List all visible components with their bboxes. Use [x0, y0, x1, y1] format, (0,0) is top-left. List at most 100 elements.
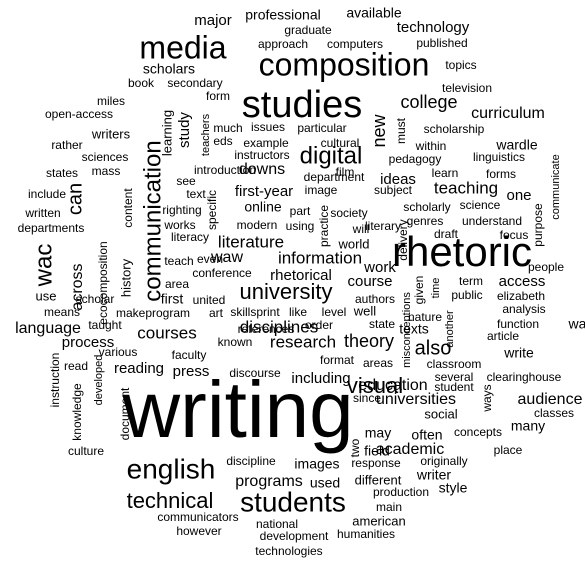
word-reading: reading: [114, 360, 164, 377]
word-another: another: [444, 310, 456, 348]
word-ideas: ideas: [380, 171, 416, 188]
word-different: different: [355, 472, 402, 487]
word-major: major: [194, 12, 232, 29]
word-teach: teach: [164, 254, 193, 268]
word-format: format: [320, 353, 355, 367]
word-theory: theory: [344, 331, 394, 351]
word-online: online: [244, 199, 282, 215]
word-pedagogy: pedagogy: [389, 152, 442, 166]
word-often: often: [411, 427, 442, 443]
word-references: references: [238, 322, 295, 336]
word-world: world: [337, 236, 369, 251]
word-can: can: [64, 183, 86, 215]
word-universities: universities: [376, 391, 456, 408]
word-specific: specific: [205, 190, 219, 230]
word-classroom: classroom: [427, 357, 482, 371]
word-main: main: [376, 500, 402, 514]
word-literacy: literacy: [171, 230, 209, 244]
word-graduate: graduate: [284, 23, 332, 37]
word-sciences: sciences: [82, 150, 129, 164]
word-however: however: [176, 524, 221, 538]
word-media: media: [139, 29, 226, 65]
word-access: access: [499, 273, 546, 290]
word-ways: ways: [480, 384, 494, 412]
word-see: see: [176, 174, 196, 188]
word-history: history: [118, 258, 133, 297]
word-may: may: [365, 425, 391, 441]
word-ecocomposition: ecocomposition: [96, 241, 110, 324]
word-well: well: [353, 303, 377, 318]
word-downs: downs: [239, 161, 285, 178]
word-areas: areas: [363, 356, 393, 370]
word-disciplines: disciplines: [240, 317, 318, 336]
word-one: one: [506, 187, 531, 204]
word-must: must: [394, 117, 408, 144]
word-education: education: [358, 377, 427, 394]
word-film: film: [336, 165, 355, 179]
word-draft: draft: [434, 227, 459, 241]
word-content: content: [121, 188, 135, 228]
word-authors: authors: [355, 292, 395, 306]
word-also: also: [415, 337, 452, 359]
word-public: public: [451, 288, 482, 302]
word-read: read: [64, 359, 88, 373]
word-language: language: [15, 320, 81, 337]
word-department: department: [304, 170, 365, 184]
word-mass: mass: [92, 164, 121, 178]
word-work: work: [363, 259, 396, 276]
word-many: many: [511, 418, 545, 434]
word-student: student: [434, 380, 474, 394]
word-practice: practice: [317, 205, 331, 247]
word-like: like: [289, 305, 307, 319]
word-rhetoric: rhetoric: [392, 228, 532, 275]
word-teachers: teachers: [200, 113, 212, 156]
word-humanities: humanities: [337, 527, 395, 541]
word-two: two: [348, 438, 362, 457]
word-analysis: analysis: [502, 302, 545, 316]
word-communicators: communicators: [157, 510, 238, 524]
word-even: even: [197, 252, 223, 266]
word-departments: departments: [18, 221, 85, 235]
word-literary: literary: [365, 219, 401, 233]
word-cultural: cultural: [321, 136, 360, 150]
word-document: document: [118, 387, 132, 440]
word-digital: digital: [300, 142, 363, 169]
word-communicate: communicate: [550, 154, 562, 219]
word-across: across: [69, 263, 86, 310]
word-images: images: [294, 456, 339, 472]
word-developed: developed: [93, 355, 105, 406]
word-literature: literature: [218, 232, 284, 251]
word-term: term: [459, 274, 483, 288]
word-modern: modern: [237, 218, 278, 232]
word-written: written: [24, 206, 60, 220]
word-knowledge: knowledge: [70, 383, 84, 441]
word-within: within: [415, 139, 447, 153]
word-american: american: [352, 513, 405, 528]
word-discourse: discourse: [229, 366, 281, 380]
word-used: used: [310, 475, 340, 491]
word-elizabeth: elizabeth: [497, 289, 545, 303]
word-approach: approach: [258, 37, 308, 51]
word-audience: audience: [518, 391, 583, 408]
word-style: style: [439, 480, 468, 496]
word-wardle: wardle: [495, 137, 537, 153]
word-scholarly: scholarly: [403, 200, 450, 214]
word-forms: forms: [486, 167, 516, 181]
word-university: university: [240, 279, 333, 304]
word-courses: courses: [137, 323, 197, 342]
word-waw: waw: [210, 249, 243, 266]
word-means: means: [44, 305, 80, 319]
word-studies: studies: [242, 84, 362, 126]
word-new: new: [369, 113, 389, 147]
word-including: including: [291, 370, 350, 387]
word-information: information: [278, 248, 362, 267]
word-states: states: [46, 166, 78, 180]
word-classes: classes: [534, 406, 574, 420]
word-linguistics: linguistics: [473, 150, 525, 164]
word-focus: focus: [500, 228, 529, 242]
word-delivery: delivery: [396, 219, 410, 260]
word-teaching: teaching: [434, 178, 498, 197]
word-scholar: scholar: [76, 292, 115, 306]
word-composition: composition: [259, 46, 430, 82]
